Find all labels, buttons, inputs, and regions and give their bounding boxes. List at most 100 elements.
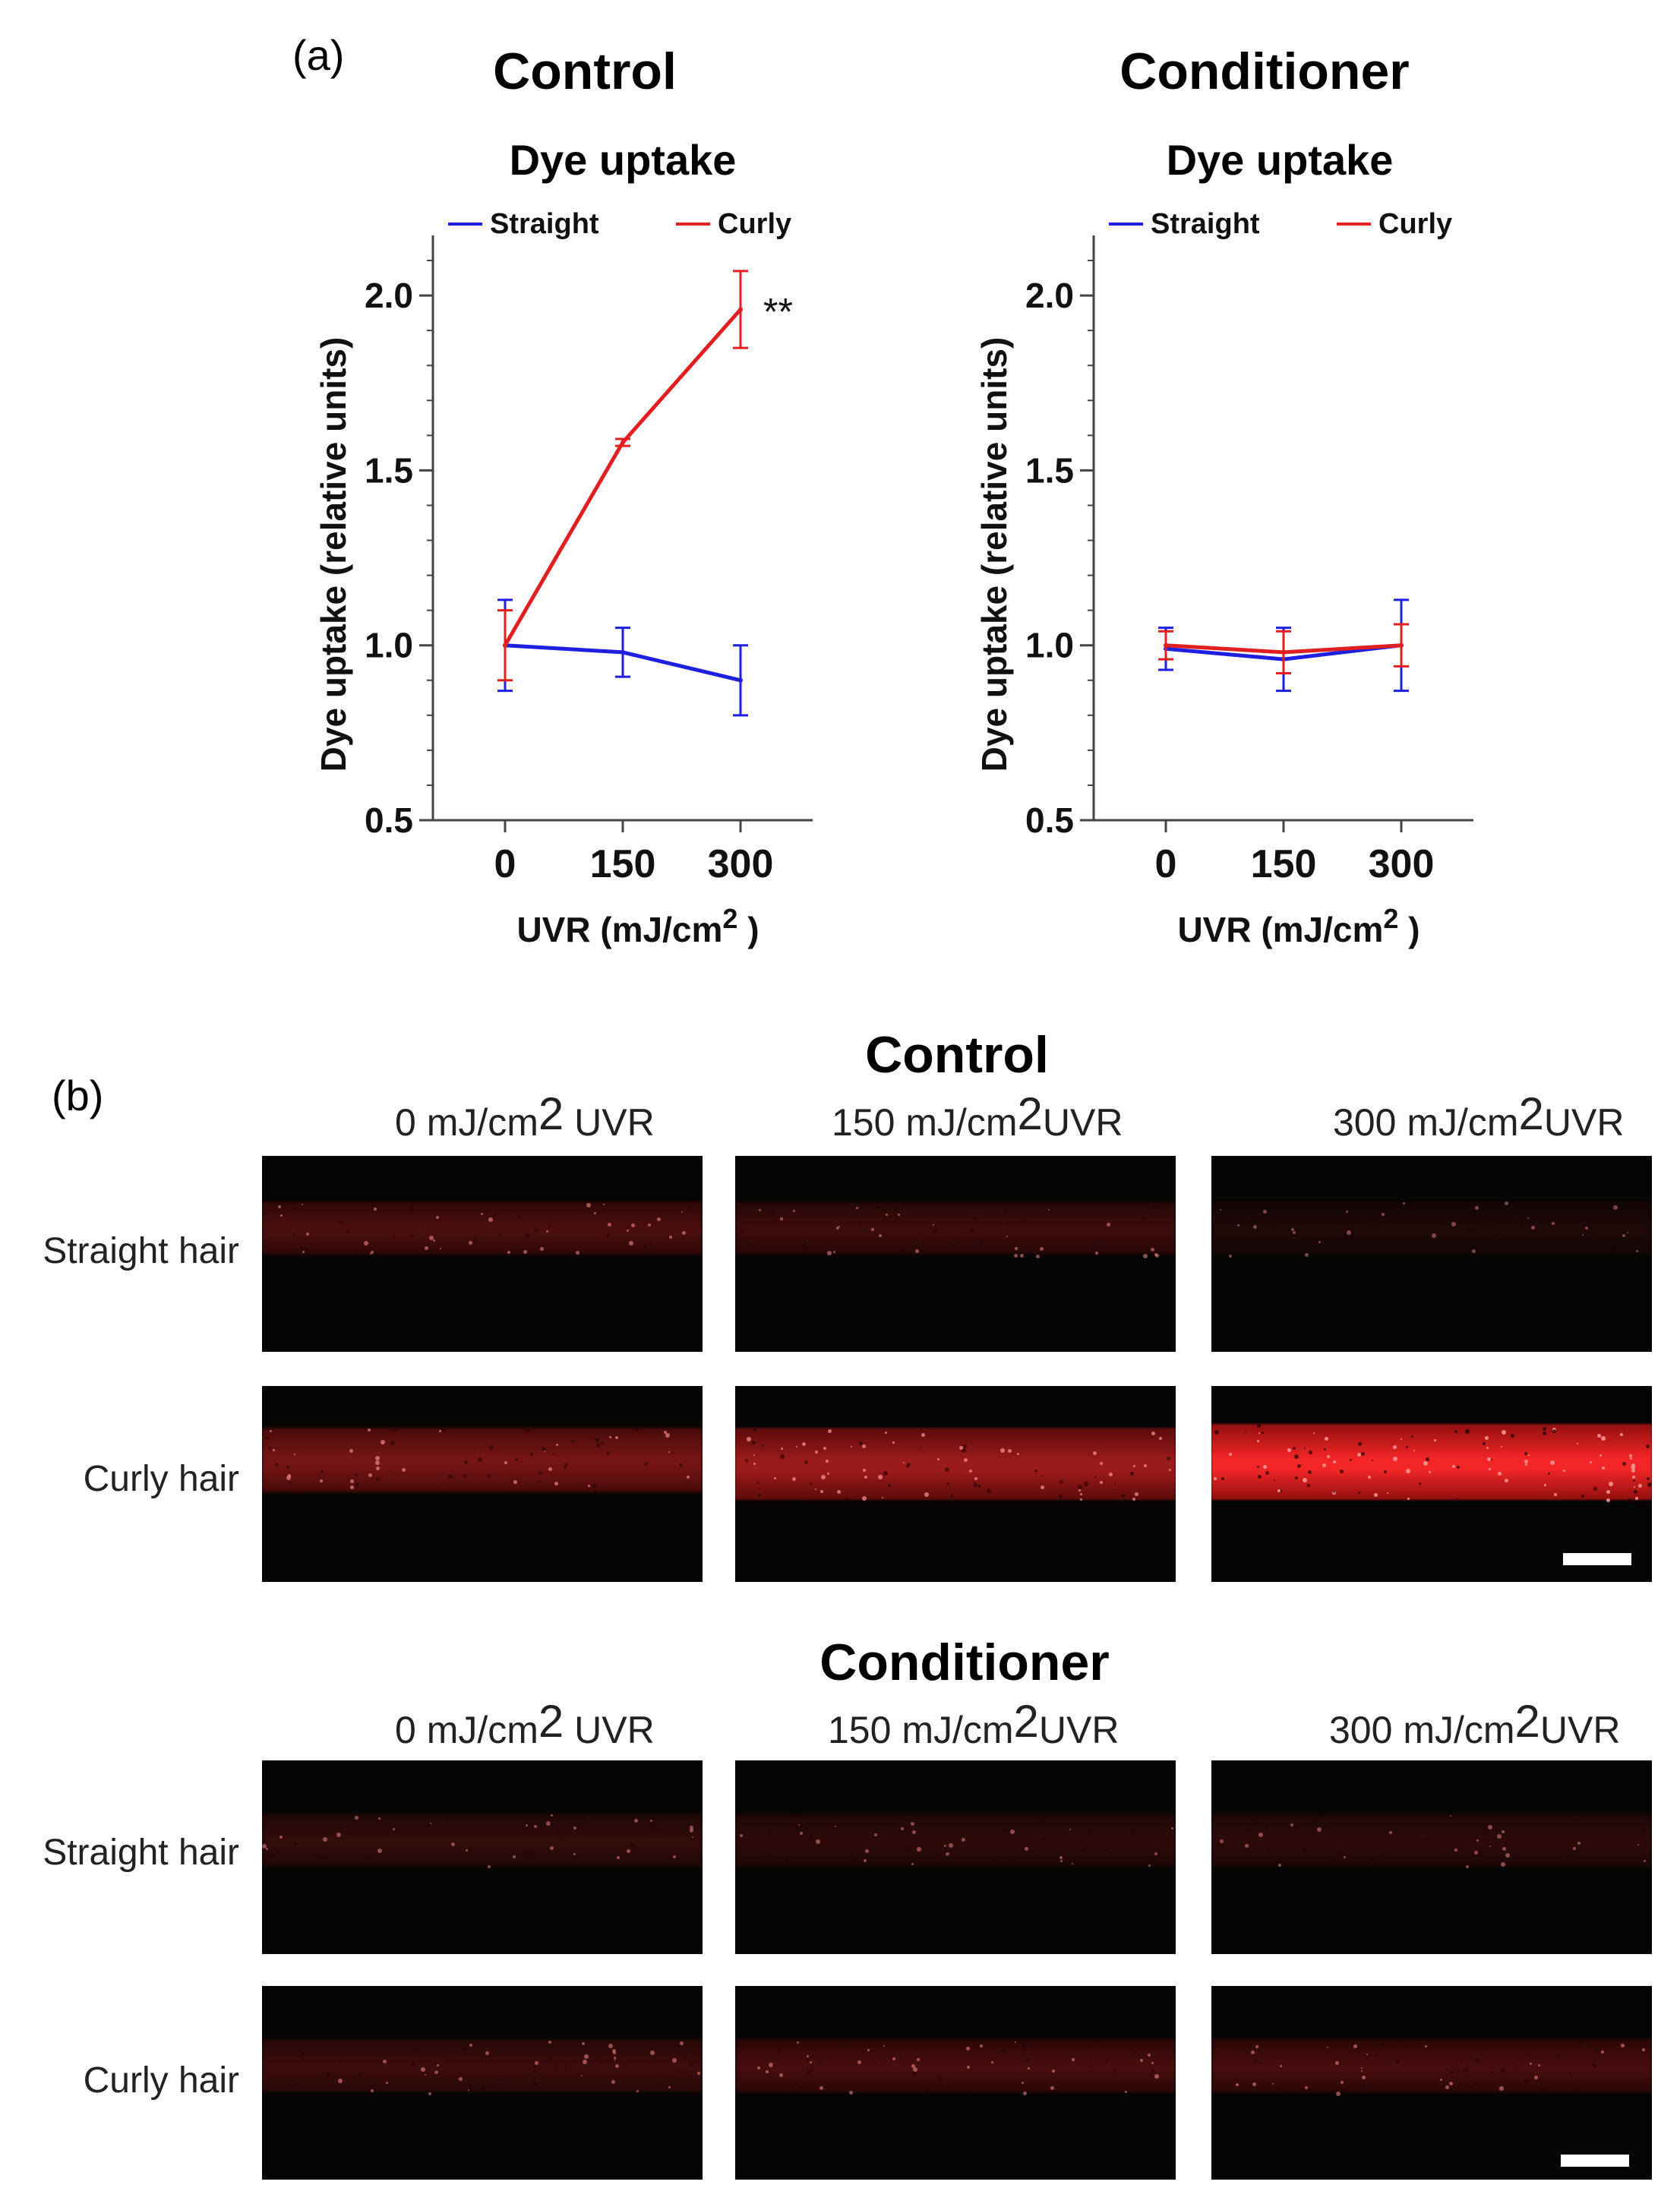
fluorescence-speck	[1081, 1848, 1084, 1851]
control-col-label-1: 150 mJ/cm2UVR	[832, 1088, 1123, 1144]
fluorescence-speck	[963, 1444, 967, 1448]
fluorescence-speck	[1612, 1248, 1616, 1252]
fluorescence-speck	[664, 1431, 667, 1434]
fluorescence-speck	[534, 1825, 537, 1828]
fluorescence-speck	[1635, 1497, 1638, 1500]
fluorescence-speck	[1278, 1864, 1281, 1867]
fluorescence-speck	[1476, 1839, 1479, 1842]
fluorescence-speck	[779, 2073, 783, 2077]
fluorescence-speck	[595, 2057, 599, 2061]
fluorescence-speck	[1473, 2082, 1477, 2085]
fluorescence-speck	[1214, 2047, 1216, 2049]
fluorescence-speck	[391, 1431, 393, 1432]
fluorescence-speck	[1475, 1206, 1479, 1210]
series-line-curly	[503, 308, 742, 646]
fluorescence-speck	[442, 1429, 445, 1432]
fluorescence-speck	[888, 1484, 891, 1487]
fluorescence-speck	[792, 1477, 796, 1481]
micro-conditioner-title: Conditioner	[819, 1634, 1110, 1691]
fluorescence-speck	[538, 1471, 542, 1475]
fluorescence-speck	[1504, 1842, 1508, 1845]
fluorescence-speck	[650, 1820, 652, 1822]
fluorescence-speck	[530, 1453, 533, 1456]
fluorescence-speck	[1333, 1491, 1335, 1493]
fluorescence-speck	[1229, 1453, 1232, 1456]
fluorescence-speck	[1341, 2081, 1344, 2084]
fluorescence-speck	[376, 1466, 380, 1470]
fluorescence-speck	[350, 1479, 354, 1483]
fluorescence-speck	[1040, 1247, 1044, 1251]
fluorescence-speck	[549, 2057, 552, 2060]
fluorescence-speck	[1407, 1498, 1410, 1500]
fluorescence-speck	[573, 1853, 576, 1855]
fluorescence-speck	[481, 1213, 483, 1215]
fluorescence-speck	[757, 1482, 759, 1484]
fluorescence-speck	[967, 2066, 970, 2069]
fluorescence-speck	[304, 1247, 308, 1252]
fluorescence-speck	[498, 1233, 501, 1236]
fluorescence-speck	[425, 1246, 428, 1250]
fluorescence-speck	[1366, 2054, 1368, 2055]
data-point	[621, 440, 625, 445]
fluorescence-speck	[630, 1843, 635, 1848]
fluorescence-speck	[1258, 2061, 1261, 2063]
fluorescence-speck	[1258, 1432, 1260, 1434]
fluorescence-speck	[1434, 1439, 1436, 1441]
fluorescence-speck	[1563, 1470, 1565, 1472]
fluorescence-speck	[770, 1212, 775, 1217]
fluorescence-speck	[1114, 2070, 1116, 2073]
fluorescence-speck	[683, 2056, 687, 2060]
fluorescence-speck	[375, 1456, 380, 1460]
fluorescence-speck	[402, 1468, 406, 1472]
fluorescence-speck	[863, 1469, 866, 1472]
fluorescence-speck	[810, 2068, 813, 2071]
fluorescence-speck	[464, 1460, 468, 1464]
fluorescence-speck	[939, 2077, 943, 2081]
fluorescence-speck	[1257, 1440, 1259, 1442]
fluorescence-speck	[1527, 1217, 1529, 1219]
fluorescence-speck	[1411, 1435, 1413, 1438]
fluorescence-speck	[393, 1828, 395, 1830]
fluorescence-speck	[409, 1206, 413, 1210]
fluorescence-speck	[1321, 1815, 1324, 1818]
fluorescence-speck	[614, 2059, 616, 2060]
hair-fiber	[735, 1428, 1176, 1500]
fluorescence-speck	[945, 1847, 946, 1849]
fluorescence-speck	[1133, 1465, 1135, 1467]
fluorescence-speck	[690, 1829, 693, 1833]
fluorescence-speck	[521, 1461, 523, 1463]
fluorescence-speck	[806, 2059, 809, 2062]
fluorescence-speck	[892, 2057, 895, 2060]
fluorescence-speck	[945, 1467, 949, 1472]
fluorescence-speck	[307, 1253, 308, 1255]
fluorescence-speck	[273, 1449, 275, 1451]
fluorescence-speck	[1593, 1487, 1597, 1491]
fluorescence-speck	[1036, 1255, 1040, 1258]
hair-fiber	[262, 1428, 703, 1492]
fluorescence-speck	[901, 1827, 904, 1830]
fluorescence-speck	[1100, 1481, 1103, 1484]
fluorescence-speck	[433, 1239, 435, 1242]
fluorescence-speck	[1169, 1469, 1171, 1471]
fluorescence-speck	[1009, 1859, 1012, 1862]
fluorescence-speck	[1080, 1498, 1082, 1501]
fluorescence-speck	[1048, 1209, 1050, 1211]
x-axis-label: UVR (mJ/cm2 )	[1177, 903, 1419, 949]
fluorescence-speck	[1597, 1434, 1601, 1438]
fluorescence-speck	[270, 1430, 272, 1432]
fluorescence-speck	[463, 2047, 466, 2051]
fluorescence-speck	[1237, 1224, 1239, 1227]
fluorescence-speck	[540, 1247, 544, 1251]
fluorescence-speck	[905, 1845, 909, 1849]
fluorescence-speck	[535, 2061, 538, 2065]
fluorescence-speck	[601, 1441, 604, 1444]
hair-fiber	[262, 1814, 703, 1867]
fluorescence-speck	[1347, 1203, 1349, 1205]
fluorescence-speck	[350, 1485, 354, 1489]
fluorescence-speck	[1333, 1460, 1336, 1463]
fluorescence-speck	[973, 1217, 977, 1220]
y-tick-label: 2.0	[365, 276, 413, 315]
fluorescence-speck	[463, 1474, 467, 1478]
fluorescence-speck	[478, 1457, 482, 1462]
fluorescence-speck	[690, 1826, 693, 1830]
